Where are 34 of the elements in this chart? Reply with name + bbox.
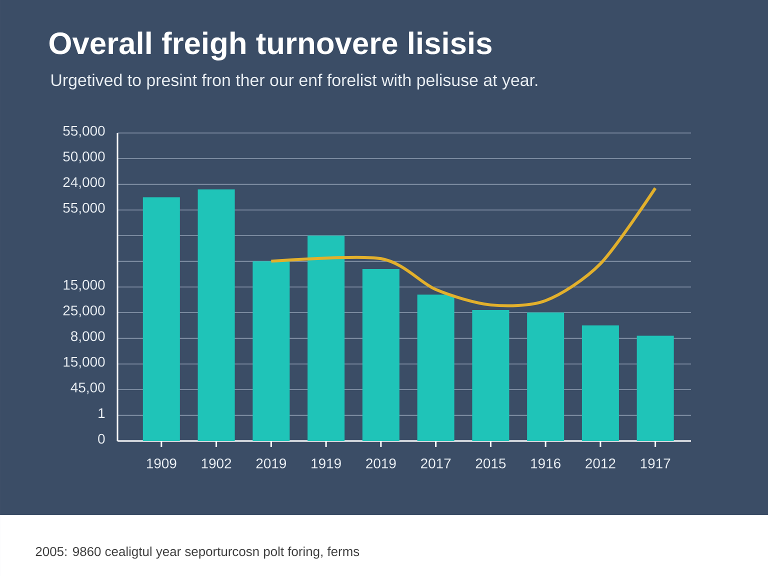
- bar: [308, 236, 345, 441]
- x-tick-label: 2012: [586, 458, 616, 468]
- x-tick-label: 2019: [256, 458, 286, 468]
- text: 1: [98, 408, 105, 418]
- bar: [636, 336, 674, 441]
- bar: [582, 325, 619, 441]
- bar: [198, 189, 235, 441]
- x-tick-label: 1902: [202, 458, 232, 468]
- text: 55,000: [63, 126, 105, 138]
- bar: [252, 261, 290, 441]
- text: 55,000: [63, 202, 105, 214]
- x-tick-label: 2017: [421, 458, 451, 468]
- text: 45,00: [70, 382, 105, 394]
- x-tick-label: 1919: [312, 458, 341, 468]
- chart-subtitle: Urgetived to presint fron ther our enf forelist with pelisuse at year.: [52, 74, 538, 90]
- text: 25,000: [63, 306, 105, 318]
- text: 15,000: [64, 280, 105, 292]
- x-tick-label: 1909: [146, 458, 176, 468]
- bar: [472, 310, 510, 441]
- bar: [527, 312, 564, 441]
- bar: [142, 197, 180, 441]
- bar: [417, 294, 454, 441]
- chart-title: Overall freigh turnovere lisisis: [49, 32, 492, 61]
- text: 0: [98, 434, 105, 444]
- x-tick-label: 1917: [640, 458, 670, 468]
- text: 50,000: [63, 152, 105, 164]
- text: 24,000: [63, 177, 105, 189]
- x-tick-label: 2019: [366, 458, 396, 468]
- text: 2005: 9860 cealigtul year seporturcosn polt foring, ferms: [36, 546, 360, 559]
- bar: [362, 269, 400, 441]
- x-tick-label: 1916: [531, 458, 560, 468]
- text: 15,000: [64, 356, 105, 368]
- x-tick-label: 2015: [476, 458, 506, 468]
- text: 8,000: [71, 331, 105, 343]
